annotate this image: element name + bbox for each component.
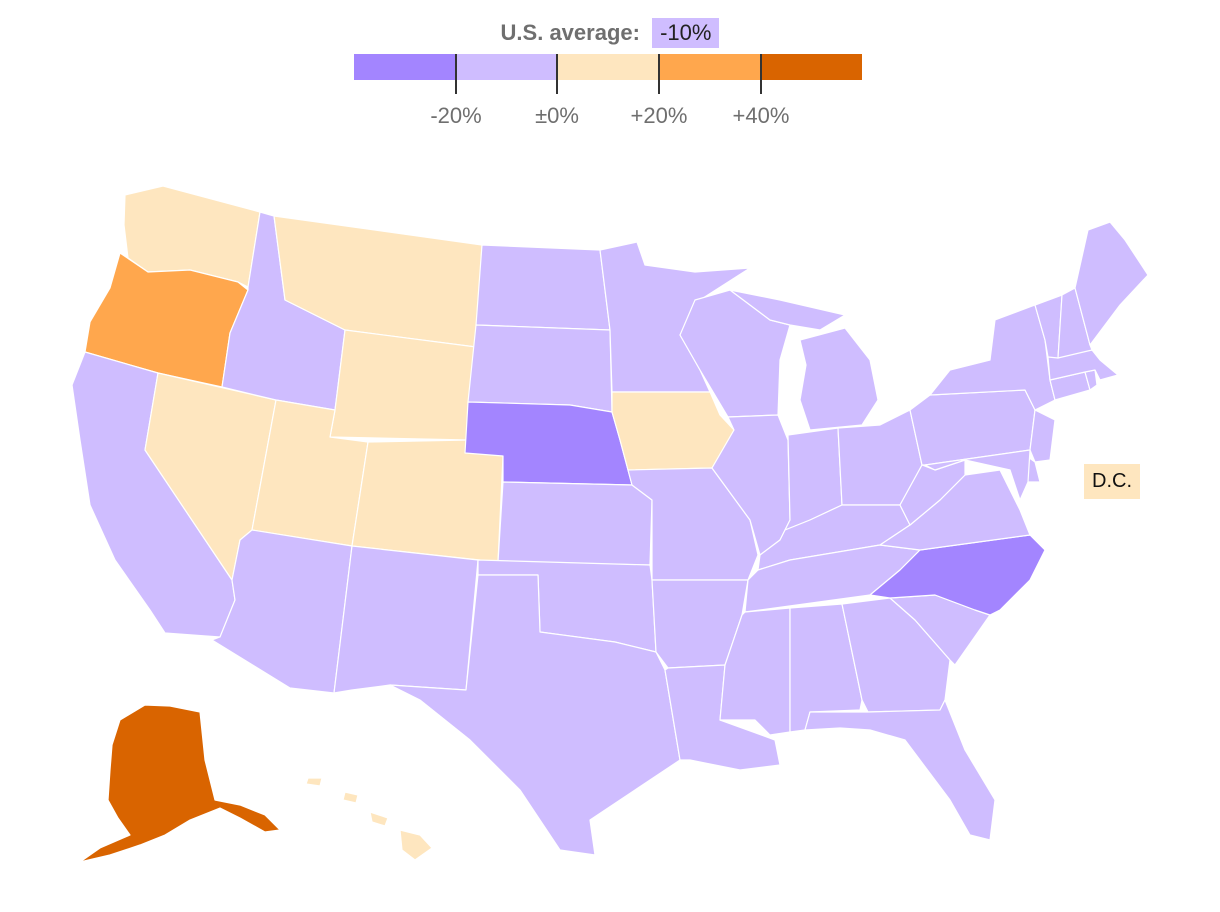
legend-bin-5	[760, 54, 862, 80]
state-north-dakota[interactable]	[475, 244, 611, 331]
dc-label: D.C.	[1084, 464, 1140, 499]
legend-tick-label: ±0%	[535, 103, 579, 128]
state-kansas[interactable]	[497, 481, 653, 566]
state-north-carolina[interactable]	[869, 534, 1046, 616]
state-wyoming[interactable]	[329, 329, 477, 441]
state-maryland[interactable]	[924, 449, 1031, 501]
legend-tick-mark	[760, 54, 762, 94]
state-texas[interactable]	[389, 574, 681, 856]
state-new-mexico[interactable]	[333, 545, 479, 694]
state-maine[interactable]	[1074, 221, 1149, 346]
legend-bin-2	[455, 54, 558, 80]
legend-tick-label: +20%	[630, 103, 688, 128]
state-florida[interactable]	[804, 699, 996, 841]
state-new-jersey[interactable]	[1029, 409, 1056, 463]
state-alaska[interactable]	[79, 704, 281, 863]
legend-bin-4	[658, 54, 761, 80]
state-iowa[interactable]	[611, 391, 735, 471]
legend-tick-mark	[658, 54, 660, 94]
state-west-virginia[interactable]	[899, 459, 966, 526]
us-average-row: U.S. average: -10%	[0, 18, 1220, 48]
state-massachusetts[interactable]	[1047, 349, 1119, 381]
state-vermont[interactable]	[1034, 294, 1063, 359]
color-legend	[354, 54, 862, 80]
legend-tick-label: +40%	[732, 103, 790, 128]
legend-bin-1	[354, 54, 456, 80]
legend-bin-3	[557, 54, 659, 80]
legend-tick-mark	[455, 54, 457, 94]
legend-tick-mark	[556, 54, 558, 94]
state-michigan[interactable]	[729, 289, 879, 431]
state-new-hampshire[interactable]	[1057, 287, 1093, 359]
state-colorado[interactable]	[351, 439, 504, 563]
us-average-value: -10%	[652, 18, 720, 48]
state-south-dakota[interactable]	[467, 324, 613, 413]
legend-tick-label: -20%	[430, 103, 482, 128]
us-average-label: U.S. average:	[500, 20, 640, 45]
state-hawaii[interactable]	[305, 777, 433, 861]
